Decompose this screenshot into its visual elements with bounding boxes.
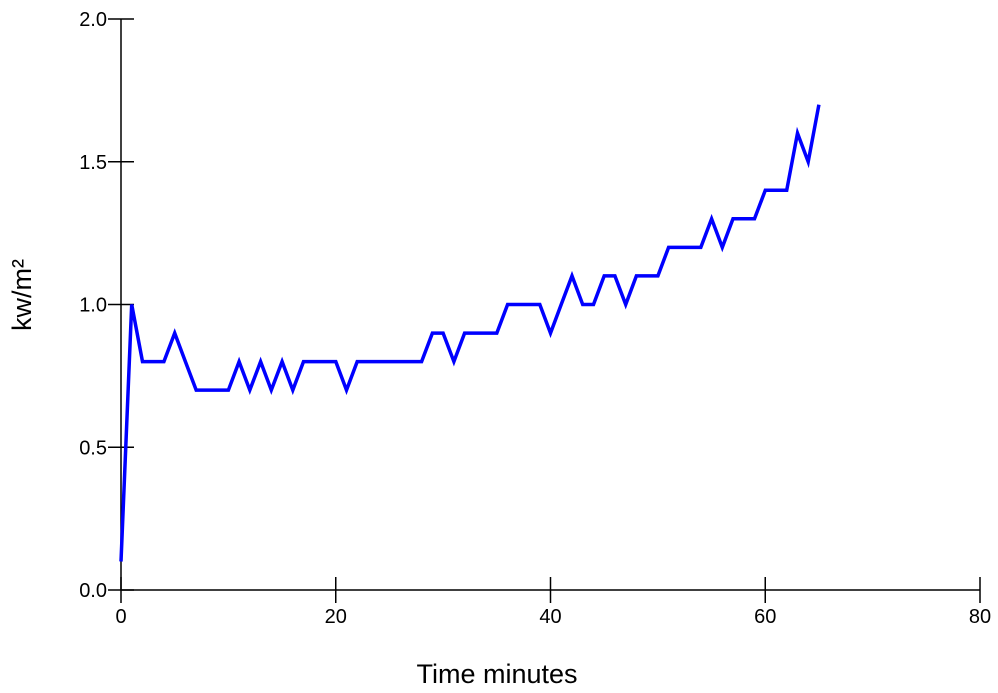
- series-line: [119, 104, 821, 562]
- x-tick-label: 80: [969, 606, 991, 628]
- series-group: [119, 104, 821, 562]
- x-tick-label: 0: [115, 606, 126, 628]
- x-tick-label: 20: [325, 606, 347, 628]
- y-axis-ticks: 0.0 0.5 1.0 1.5 2.0: [79, 9, 134, 602]
- x-tick-label: 60: [754, 606, 776, 628]
- y-tick-label: 2.0: [79, 9, 107, 31]
- y-axis-title: kw/m²: [7, 259, 37, 331]
- y-tick-label: 0.5: [79, 437, 107, 459]
- y-tick-label: 1.5: [79, 152, 107, 174]
- y-tick-label: 1.0: [79, 295, 107, 317]
- x-tick-label: 40: [539, 606, 561, 628]
- y-tick-label: 0.0: [79, 580, 107, 602]
- x-axis-ticks: 0 20 40 60 80: [115, 577, 991, 628]
- x-axis-title: Time minutes: [416, 659, 577, 689]
